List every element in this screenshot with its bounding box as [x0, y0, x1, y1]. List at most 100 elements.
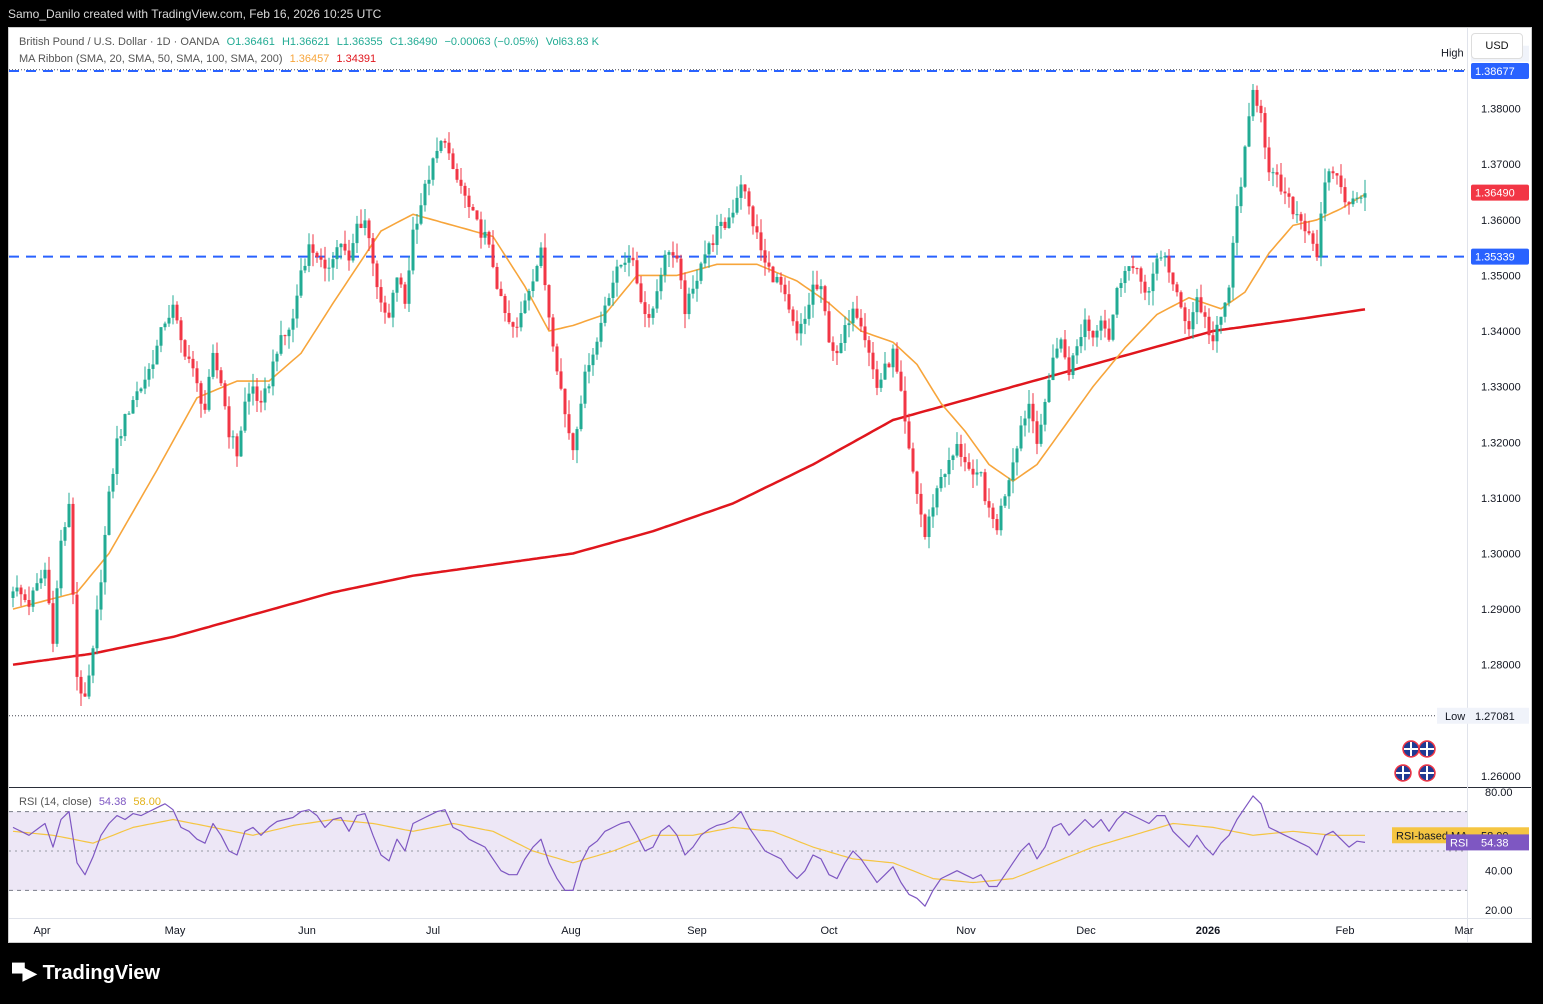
- candle-body: [859, 317, 863, 327]
- candle-body: [1303, 220, 1307, 232]
- rsi-label[interactable]: RSI (14, close): [19, 796, 92, 808]
- candle: [967, 453, 971, 471]
- candle: [1087, 315, 1091, 340]
- price-tick-label: 1.26000: [1481, 771, 1521, 783]
- candle: [1191, 301, 1195, 339]
- candle-body: [1339, 175, 1343, 188]
- candle-body: [603, 305, 607, 323]
- ma-ribbon-label[interactable]: MA Ribbon (SMA, 20, SMA, 50, SMA, 100, S…: [19, 53, 283, 65]
- candle-body: [427, 179, 431, 184]
- candle: [335, 239, 339, 269]
- candle-body: [795, 321, 799, 334]
- candle: [939, 469, 943, 492]
- candle-body: [223, 383, 227, 407]
- candle-body: [1079, 337, 1083, 347]
- candle: [747, 187, 751, 215]
- candle-body: [503, 296, 507, 314]
- candle: [1131, 256, 1135, 274]
- candle: [1327, 168, 1331, 191]
- candle-body: [975, 472, 979, 475]
- candle: [679, 254, 683, 289]
- candle: [831, 336, 835, 361]
- candle: [571, 432, 575, 461]
- candle-body: [1175, 284, 1179, 293]
- candle: [87, 664, 91, 700]
- candle: [891, 344, 895, 378]
- candle-body: [591, 354, 595, 366]
- candle: [1175, 281, 1179, 297]
- candle-body: [167, 317, 171, 324]
- candle: [1079, 324, 1083, 354]
- candle: [611, 270, 615, 306]
- candle: [123, 413, 127, 441]
- candle: [843, 316, 847, 351]
- price-chart-svg[interactable]: 1.38000 1.37000 1.36000 1.35000 1.34000 1.330…: [9, 28, 1532, 943]
- symbol-name[interactable]: British Pound / U.S. Dollar · 1D · OANDA: [19, 36, 220, 48]
- candle-body: [587, 365, 591, 372]
- candle: [115, 425, 119, 485]
- candle: [1279, 162, 1283, 195]
- candle: [247, 382, 251, 415]
- candle: [1147, 286, 1151, 306]
- candle-body: [1215, 324, 1219, 342]
- candle-body: [1195, 297, 1199, 313]
- candle-body: [1167, 256, 1171, 273]
- candle: [775, 273, 779, 284]
- brand-footer[interactable]: ▀▶ TradingView: [12, 962, 160, 985]
- candle: [35, 573, 39, 592]
- candle: [51, 590, 55, 653]
- candles: [11, 83, 1367, 706]
- candle-body: [423, 183, 427, 206]
- currency-flag-icon: [1402, 740, 1420, 758]
- candle: [211, 344, 215, 380]
- candle: [603, 296, 607, 327]
- candle: [415, 213, 419, 244]
- candle: [259, 390, 263, 413]
- candle: [811, 270, 815, 318]
- candle-body: [899, 371, 903, 391]
- candle-body: [835, 350, 839, 354]
- candle-body: [1235, 206, 1239, 243]
- candle-body: [879, 379, 883, 388]
- candle-body: [915, 471, 919, 494]
- candle-body: [319, 257, 323, 260]
- candle-body: [455, 168, 459, 180]
- candle-body: [103, 534, 107, 583]
- time-axis-labels: Apr May Jun Jul Aug Sep Oct Nov Dec 2026 Feb Mar: [33, 925, 1473, 937]
- candle-body: [447, 142, 451, 154]
- candle-body: [995, 519, 999, 531]
- candle-body: [183, 340, 187, 357]
- chart-frame[interactable]: 1.38000 1.37000 1.36000 1.35000 1.34000 1.330…: [8, 27, 1532, 943]
- candle-body: [23, 594, 27, 600]
- time-tick-label: Jun: [298, 925, 316, 937]
- candle-body: [583, 371, 587, 404]
- candle: [323, 246, 327, 282]
- candle-body: [699, 263, 703, 281]
- candle: [1271, 167, 1275, 187]
- rsi-ma-line: [12, 818, 1365, 884]
- candle: [135, 381, 139, 408]
- candle-body: [531, 281, 535, 292]
- level-price-tag-bg: [1471, 62, 1529, 79]
- candle-body: [863, 326, 867, 341]
- candle: [651, 306, 655, 325]
- volume-value: Vol63.83 K: [545, 36, 599, 48]
- candle: [1091, 330, 1095, 347]
- price-axis-ticks: 1.38000 1.37000 1.36000 1.35000 1.34000 1.330…: [1481, 104, 1521, 783]
- candle-body: [1243, 146, 1247, 187]
- price-tick-label: 1.31000: [1481, 493, 1521, 505]
- candle: [331, 252, 335, 280]
- currency-button[interactable]: USD: [1471, 33, 1523, 59]
- symbol-legend: British Pound / U.S. Dollar · 1D · OANDA…: [19, 36, 603, 48]
- candle-body: [515, 326, 519, 328]
- candle: [567, 400, 571, 440]
- candle-body: [407, 270, 411, 304]
- candle-body: [595, 341, 599, 355]
- candle-body: [435, 150, 439, 159]
- candle: [1215, 316, 1219, 353]
- candle-body: [55, 588, 59, 644]
- candle: [1039, 413, 1043, 447]
- price-tick-label: 1.33000: [1481, 382, 1521, 394]
- candle-body: [279, 335, 283, 354]
- candle: [447, 132, 451, 160]
